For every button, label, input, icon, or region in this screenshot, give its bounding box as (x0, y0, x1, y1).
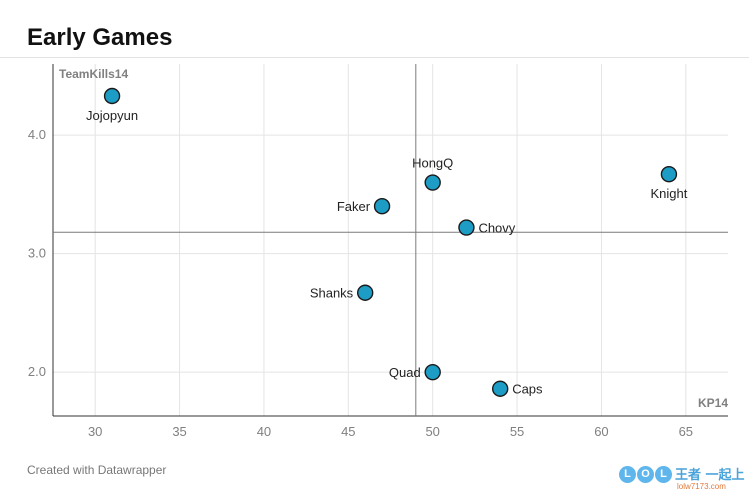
watermark-text: 王者 一起上 (675, 468, 745, 483)
reference-lines (53, 64, 728, 416)
watermark-url: lolw7173.com (677, 482, 726, 491)
y-axis-title: TeamKills14 (59, 67, 128, 81)
x-tick-label: 60 (594, 424, 608, 439)
data-point (424, 174, 441, 191)
point-label: Chovy (478, 221, 515, 236)
y-tick-label: 3.0 (28, 246, 46, 261)
x-axis-title: KP14 (698, 396, 728, 410)
data-point (424, 363, 441, 381)
point-label: Quad (389, 365, 421, 380)
data-point (458, 219, 475, 236)
x-tick-label: 55 (510, 424, 524, 439)
grid-layer (53, 64, 728, 416)
x-tick-label: 45 (341, 424, 355, 439)
y-tick-label: 4.0 (28, 127, 46, 142)
x-tick-label: 35 (172, 424, 186, 439)
x-tick-label: 30 (88, 424, 102, 439)
data-point (373, 198, 391, 215)
x-tick-label: 40 (257, 424, 271, 439)
chart-title: Early Games (27, 24, 173, 51)
point-label: Jojopyun (86, 108, 138, 123)
x-tick-label: 50 (425, 424, 439, 439)
data-point (491, 380, 509, 397)
data-point (356, 284, 374, 301)
axis-layer: 30 35 40 45 50 55 60 65 2.0 3.0 4.0 (28, 64, 728, 439)
watermark-bubble: L (619, 466, 636, 483)
watermark-bubble: L (655, 466, 672, 483)
data-point (103, 87, 121, 105)
point-label: Knight (651, 186, 688, 201)
point-label: Faker (337, 199, 371, 214)
point-label: HongQ (412, 156, 453, 171)
watermark-bubble: O (637, 466, 654, 483)
title-divider (0, 57, 749, 58)
watermark-logo: L O L 王者 一起上 lolw7173.com (617, 462, 745, 496)
points-layer: Jojopyun HongQ Knight Faker Chovy Shanks Quad C… (86, 87, 688, 397)
data-point (660, 166, 678, 183)
y-tick-label: 2.0 (28, 364, 46, 379)
footer-credit: Created with Datawrapper (27, 463, 167, 477)
x-tick-label: 65 (679, 424, 693, 439)
point-label: Shanks (310, 286, 354, 301)
point-label: Caps (512, 382, 543, 397)
